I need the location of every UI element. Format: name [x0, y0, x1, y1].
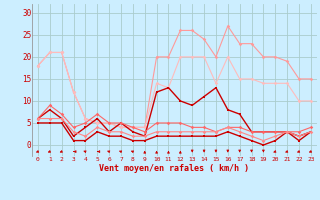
X-axis label: Vent moyen/en rafales ( km/h ): Vent moyen/en rafales ( km/h )	[100, 164, 249, 173]
